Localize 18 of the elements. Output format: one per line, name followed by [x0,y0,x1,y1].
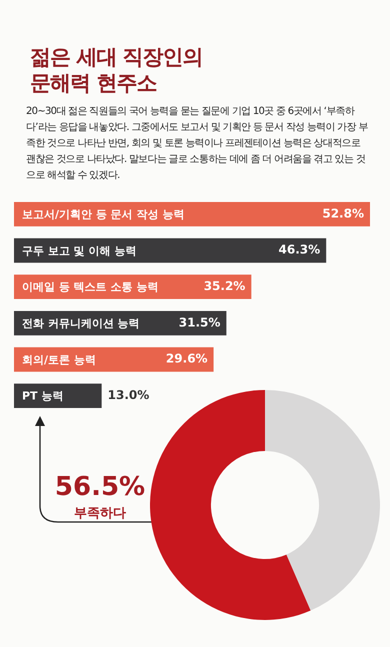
y-tick-label: 전화 커뮤니케이션 능력 [22,317,140,330]
y-tick-label: 이메일 등 텍스트 소통 능력 [22,280,158,294]
chart-title: 젊은 세대 직장인의 문해력 현주소 [30,44,203,96]
slice-label: 부족하다 [73,505,127,522]
y-tick-label: PT 능력 [22,390,64,403]
chart-subtitle: 20~30대 젊은 직원들의 국어 능력을 묻는 질문에 기업 10곳 중 6곳에서 ‘부족하다’라는 응답을 내놓았다. 그중에서도 보고서 및 기획안 등 문서 작성 능력이 가장 부족한 것으로 나타난 반면, 회의 및 토론 능력이나 프레젠테이션 능력은 상대적으로 괜찮은 것으로 나타났다. 말보다는 글로 소통하는 데에 좀 더 어려움을 겪고 있는 것으로 해석할 수 있겠다. [26,105,369,183]
data-label: 46.3% [278,242,320,257]
bar [14,202,370,226]
data-label: 56.5% [54,472,146,502]
data-label: 13.0% [108,388,150,402]
data-label: 29.6% [166,352,208,366]
data-label: 35.2% [204,278,246,293]
y-tick-label: 구두 보고 및 이해 능력 [22,244,136,258]
data-label: 52.8% [322,206,364,220]
bar [14,384,102,408]
y-tick-label: 보고서/기획안 등 문서 작성 능력 [22,208,184,222]
data-label: 31.5% [178,315,220,330]
y-tick-label: 회의/토론 능력 [22,353,96,366]
